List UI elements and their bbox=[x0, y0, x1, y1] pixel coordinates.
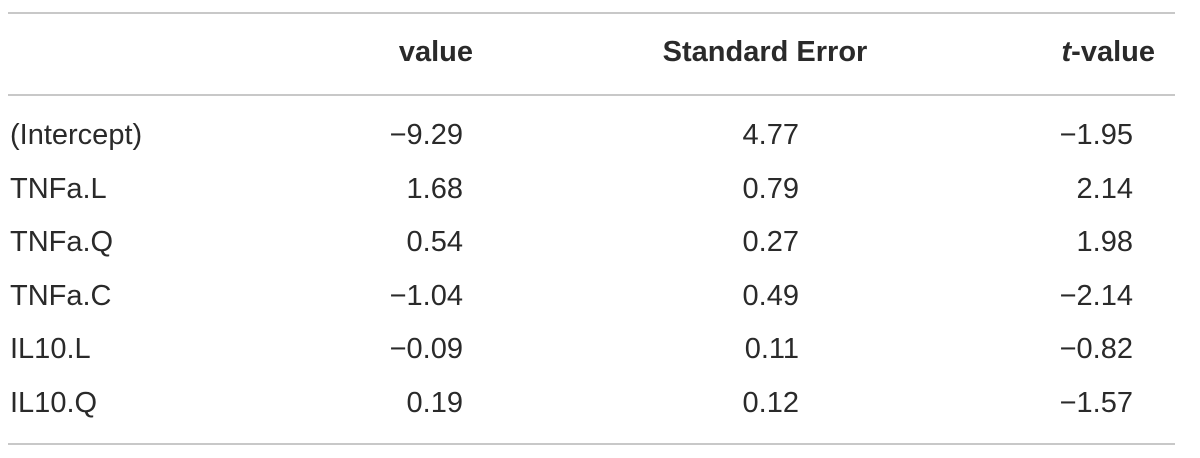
se-cell: 0.12 bbox=[742, 387, 799, 419]
se-cell: 0.49 bbox=[742, 279, 799, 312]
t-value-cell: −1.57 bbox=[1059, 387, 1133, 419]
t-value-cell: −2.14 bbox=[1059, 279, 1133, 312]
row-label: TNFa.C bbox=[10, 279, 112, 312]
value-cell: 0.54 bbox=[406, 226, 463, 259]
se-cell: 0.11 bbox=[744, 333, 799, 366]
header-cell: value bbox=[398, 36, 473, 68]
row-label: IL10.Q bbox=[10, 387, 98, 419]
row-label: TNFa.L bbox=[10, 172, 107, 205]
se-cell: 0.27 bbox=[742, 226, 799, 259]
row-label: IL10.L bbox=[10, 333, 91, 366]
value-cell: 0.19 bbox=[406, 387, 463, 419]
header-rule bbox=[8, 94, 1175, 96]
se-cell: 4.77 bbox=[742, 119, 799, 151]
t-value-cell: 2.14 bbox=[1076, 172, 1133, 205]
value-cell: −9.29 bbox=[389, 119, 463, 151]
value-cell: −1.04 bbox=[389, 279, 463, 312]
t-value-cell: −1.95 bbox=[1059, 119, 1133, 151]
se-cell: 0.79 bbox=[742, 172, 799, 205]
t-value-cell: 1.98 bbox=[1076, 226, 1133, 259]
row-label: (Intercept) bbox=[10, 119, 143, 151]
value-cell: 1.68 bbox=[406, 172, 463, 205]
top-rule bbox=[8, 12, 1175, 14]
header-cell: Standard Error bbox=[662, 36, 868, 68]
bottom-rule bbox=[8, 443, 1175, 445]
row-label: TNFa.Q bbox=[10, 226, 114, 259]
value-cell: −0.09 bbox=[389, 333, 463, 366]
t-value-cell: −0.82 bbox=[1059, 333, 1133, 366]
header-cell: t-value bbox=[1061, 36, 1156, 68]
